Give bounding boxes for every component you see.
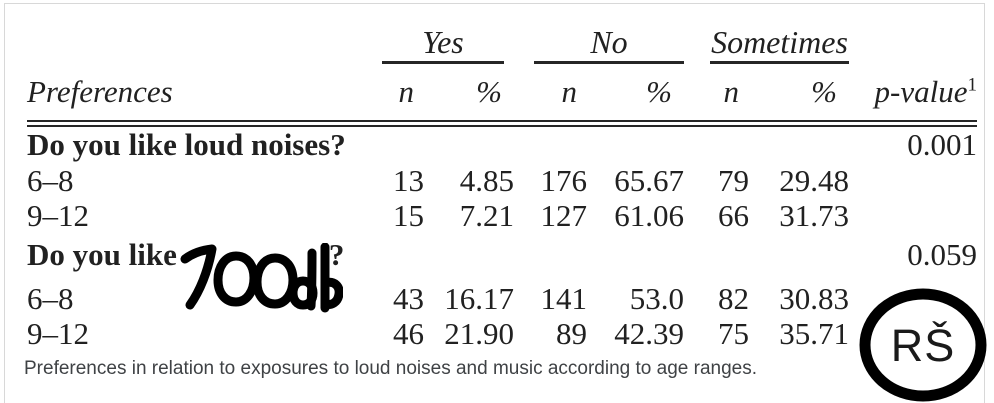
yes-n-cell: 43	[393, 281, 424, 316]
group-header-no: No	[534, 25, 684, 64]
pvalue-cell: 0.059	[907, 237, 977, 272]
group-header-yes: Yes	[382, 25, 504, 64]
age-range-label: 9–12	[27, 316, 89, 351]
pvalue-header-label: p-value	[874, 74, 968, 109]
preferences-header: Preferences	[27, 74, 173, 109]
pvalue-cell: 0.001	[907, 127, 977, 162]
question-label: Do you like100db ?	[27, 237, 849, 313]
age-range-label: 6–8	[27, 163, 74, 198]
pvalue-header: p-value1	[849, 74, 977, 116]
results-table: Yes No Sometimes Preferences n % n % n %…	[5, 4, 977, 351]
age-range-label: 9–12	[27, 198, 89, 233]
sometimes-n-cell: 79	[718, 163, 749, 198]
table-row-question-100db: Do you like100db ? 0.059	[27, 237, 977, 313]
yes-pct-cell: 21.90	[444, 316, 514, 351]
sometimes-pct-header: %	[811, 74, 837, 109]
sometimes-pct-cell: 31.73	[779, 198, 849, 233]
sometimes-pct-cell: 29.48	[779, 163, 849, 198]
no-pct-cell: 65.67	[614, 163, 684, 198]
handwritten-annotation-slot: 100db	[177, 243, 343, 313]
stamp-initials: RŠ	[891, 320, 956, 371]
group-header-sometimes: Sometimes	[710, 25, 849, 64]
table-row: 6–8 13 4.85 176 65.67 79 29.48	[27, 163, 977, 198]
stamp-circle	[859, 288, 987, 402]
no-pct-cell: 42.39	[614, 316, 684, 351]
sometimes-n-cell: 66	[718, 198, 749, 233]
yes-n-header: n	[398, 74, 415, 109]
table-row: 9–12 46 21.90 89 42.39 75 35.71	[27, 316, 977, 351]
header-double-rule	[27, 120, 977, 127]
yes-n-cell: 15	[393, 198, 424, 233]
no-n-header: n	[561, 74, 578, 109]
yes-n-cell: 13	[393, 163, 424, 198]
question-label-prefix: Do you like	[27, 237, 177, 272]
table-row: 9–12 15 7.21 127 61.06 66 31.73	[27, 198, 977, 233]
yes-pct-cell: 7.21	[459, 198, 514, 233]
no-n-cell: 89	[556, 316, 587, 351]
pvalue-cell-empty	[849, 198, 977, 233]
no-n-cell: 127	[540, 198, 588, 233]
no-pct-header: %	[646, 74, 672, 109]
yes-pct-cell: 4.85	[459, 163, 514, 198]
sometimes-n-cell: 82	[718, 281, 749, 316]
sometimes-n-header: n	[723, 74, 740, 109]
yes-pct-header: %	[476, 74, 502, 109]
age-range-label: 6–8	[27, 281, 74, 316]
page-frame: Yes No Sometimes Preferences n % n % n %…	[4, 3, 985, 403]
table-caption: Preferences in relation to exposures to …	[24, 358, 757, 379]
yes-pct-cell: 16.17	[444, 281, 514, 316]
question-label-suffix: ?	[328, 237, 345, 272]
group-header-row: Yes No Sometimes	[27, 22, 977, 64]
yes-n-cell: 46	[393, 316, 424, 351]
no-n-cell: 141	[540, 281, 588, 316]
column-header-row: Preferences n % n % n % p-value1	[27, 64, 977, 116]
rs-stamp: RŠ	[859, 288, 987, 402]
no-n-cell: 176	[540, 163, 588, 198]
sometimes-pct-cell: 35.71	[779, 316, 849, 351]
table-row: 6–8 43 16.17 141 53.0 82 30.83	[27, 281, 977, 316]
handwritten-100db-ink	[180, 243, 343, 313]
table-row-question-loud-noises: Do you like loud noises? 0.001	[27, 127, 977, 163]
question-label: Do you like loud noises?	[27, 127, 346, 162]
no-pct-cell: 61.06	[614, 198, 684, 233]
pvalue-cell-empty	[849, 163, 977, 198]
handwritten-text: 100db	[177, 264, 178, 265]
sometimes-pct-cell: 30.83	[779, 281, 849, 316]
pvalue-footnote-marker: 1	[967, 74, 978, 96]
no-pct-cell: 53.0	[629, 281, 684, 316]
sometimes-n-cell: 75	[718, 316, 749, 351]
